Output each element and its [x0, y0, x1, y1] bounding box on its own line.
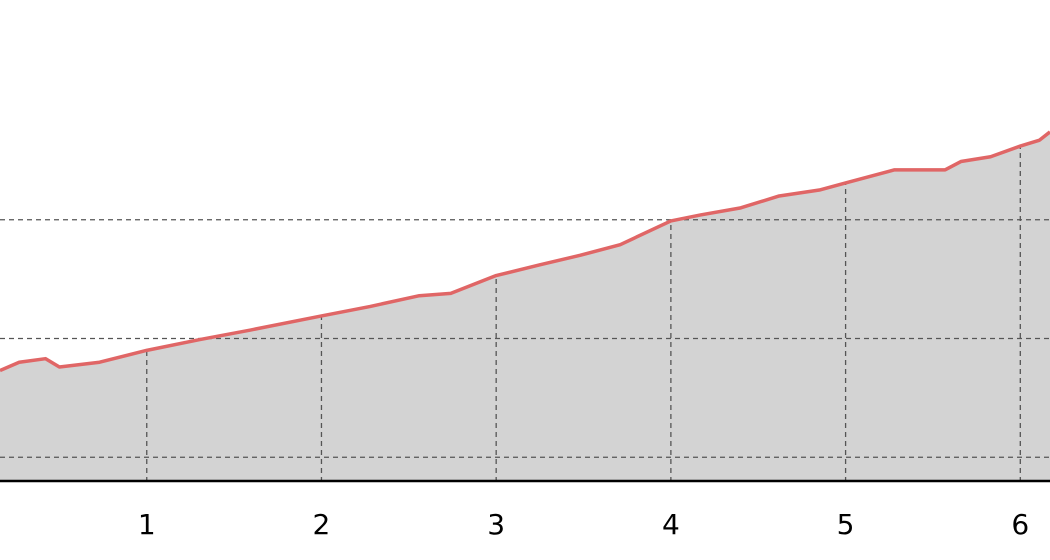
top-layer: 1 2 3 4 5 6	[0, 130, 1050, 541]
x-grid-layer	[146, 131, 1021, 481]
x-tick-label: 1	[138, 508, 156, 541]
line	[0, 130, 1050, 373]
x-tick-label: 5	[837, 508, 855, 541]
x-tick-label: 2	[313, 508, 331, 541]
x-tick-label: 3	[487, 508, 505, 541]
area-fill	[0, 131, 1050, 481]
x-tick-label: 4	[662, 508, 680, 541]
area-layer	[0, 131, 1050, 481]
x-tick-label: 6	[1011, 508, 1029, 541]
